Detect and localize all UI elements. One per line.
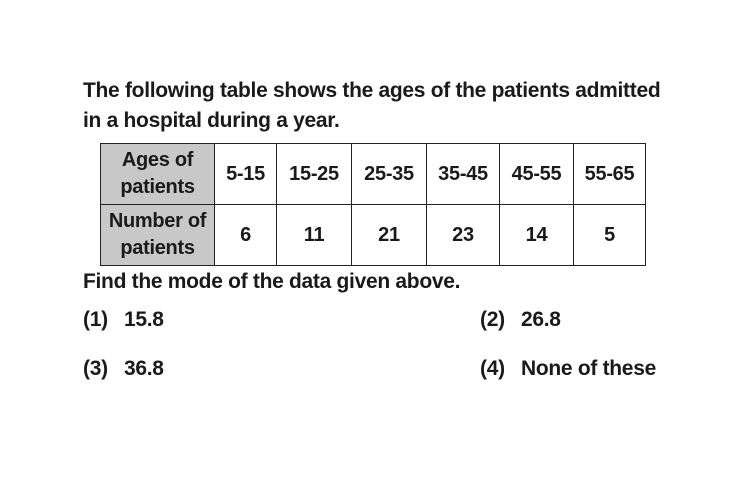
- row-header-counts-line-2: patients: [120, 237, 195, 259]
- age-cell: 55-65: [573, 143, 646, 205]
- option-text: 26.8: [521, 308, 561, 331]
- age-cell: 35-45: [426, 143, 500, 205]
- count-cell: 21: [351, 204, 427, 266]
- row-header-ages: Ages of patients: [100, 143, 215, 205]
- find-mode-prompt: Find the mode of the data given above.: [83, 270, 461, 293]
- data-table: Ages of patients 5-15 15-25 25-35 35-45 …: [100, 143, 646, 266]
- row-header-counts-line-1: Number of: [108, 210, 207, 232]
- age-cell: 15-25: [276, 143, 352, 205]
- table-row-counts: Number of patients 6 11 21 23 14 5: [100, 204, 646, 266]
- row-header-ages-line-2: patients: [120, 176, 195, 198]
- age-cell: 5-15: [214, 143, 277, 205]
- question-text: The following table shows the ages of th…: [83, 76, 683, 136]
- row-header-ages-line-1: Ages of: [121, 149, 194, 171]
- option-text: None of these: [521, 357, 656, 380]
- option-number: (4): [480, 357, 505, 380]
- count-cell: 14: [499, 204, 574, 266]
- count-cell: 11: [276, 204, 352, 266]
- age-cell: 45-55: [499, 143, 574, 205]
- count-cell: 5: [573, 204, 646, 266]
- age-cell: 25-35: [351, 143, 427, 205]
- question-line-2: in a hospital during a year.: [83, 109, 340, 132]
- question-line-1: The following table shows the ages of th…: [83, 79, 661, 102]
- option-text: 15.8: [124, 308, 164, 331]
- option-number: (1): [83, 308, 108, 331]
- row-header-counts: Number of patients: [100, 204, 215, 266]
- table-row-ages: Ages of patients 5-15 15-25 25-35 35-45 …: [100, 143, 646, 205]
- count-cell: 6: [214, 204, 277, 266]
- option-number: (2): [480, 308, 505, 331]
- count-cell: 23: [426, 204, 500, 266]
- answer-option-2[interactable]: (2) 26.8: [480, 308, 561, 332]
- option-text: 36.8: [124, 357, 164, 380]
- option-number: (3): [83, 357, 108, 380]
- answer-option-4[interactable]: (4) None of these: [480, 357, 656, 381]
- answer-option-1[interactable]: (1) 15.8: [83, 308, 164, 332]
- answer-option-3[interactable]: (3) 36.8: [83, 357, 164, 381]
